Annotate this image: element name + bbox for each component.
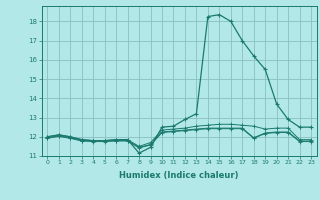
X-axis label: Humidex (Indice chaleur): Humidex (Indice chaleur): [119, 171, 239, 180]
